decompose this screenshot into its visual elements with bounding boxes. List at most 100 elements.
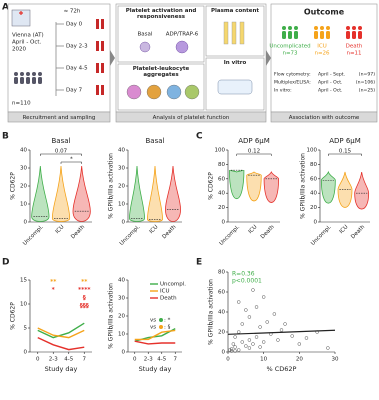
label: Outcome [304, 8, 345, 17]
patient-icon [38, 72, 42, 76]
y-tick-label: 60 [218, 176, 225, 182]
x-tick-label: 0 [36, 357, 40, 363]
scatter-point [251, 288, 255, 292]
person-icon [358, 31, 362, 39]
y-tick-label: 0 [222, 220, 226, 226]
legend-label: : § [164, 325, 171, 331]
scatter-point [276, 338, 280, 342]
x-tick-label: Death [260, 224, 276, 240]
plot-title: ADP 6µM [238, 137, 270, 145]
y-tick-label: 20 [310, 205, 317, 211]
violin [51, 165, 71, 222]
label: Uncomplicated [269, 44, 310, 50]
label: Association with outcome [289, 115, 360, 121]
x-tick-label: 0 [133, 357, 137, 363]
stat-label: R=0.36 [232, 271, 255, 278]
x-tick-label: ICU [248, 224, 259, 235]
y-axis-label: % GPIIb/IIIa activation [208, 279, 215, 345]
y-tick-label: 30 [118, 166, 125, 172]
violin [320, 170, 336, 204]
label: Day 7 [66, 88, 83, 94]
y-tick-label: 40 [218, 310, 225, 316]
scatter-point [265, 320, 269, 324]
plasma-tube [239, 21, 245, 45]
y-tick-label: 40 [218, 191, 225, 197]
y-tick-label: 10 [118, 332, 125, 338]
y-tick-label: 60 [310, 176, 317, 182]
scatter-point [254, 335, 259, 339]
y-tick-label: 0 [314, 220, 318, 226]
caption-bar [270, 111, 378, 123]
person-icon [346, 26, 350, 30]
series-line [134, 340, 176, 345]
legend-dot [159, 325, 163, 329]
significance-label: 0.07 [55, 149, 68, 155]
patient-icon [32, 72, 36, 76]
y-tick-label: 10 [20, 302, 27, 308]
person-icon [294, 31, 298, 39]
label: n=26 [314, 51, 330, 57]
scatter-point [247, 338, 252, 342]
scatter-point [233, 335, 237, 339]
significance-bracket [236, 153, 272, 156]
significance-label: ** [81, 279, 88, 286]
patient-icon [20, 72, 24, 76]
patient-icon [14, 77, 18, 84]
y-axis-label: % CD62P [208, 172, 215, 200]
patient-icon [20, 77, 24, 84]
y-tick-label: 40 [310, 191, 317, 197]
scatter-point [258, 325, 262, 329]
scatter-point [229, 347, 234, 351]
person-icon [288, 31, 292, 39]
label: Day 4-5 [66, 66, 88, 72]
panel-label: D [2, 258, 9, 268]
label: Plasma content [210, 8, 260, 14]
x-tick-label: ICU [339, 224, 350, 235]
x-tick-label: Uncompl. [310, 224, 333, 247]
label: ICU [317, 44, 327, 50]
significance-label: ** [50, 279, 57, 286]
y-tick-label: 10 [20, 202, 27, 208]
sample-tube [96, 63, 99, 73]
label: (n=106) [356, 80, 375, 86]
series-line [37, 322, 85, 339]
significance-label: * [70, 157, 73, 163]
significance-label: 0.12 [248, 149, 260, 155]
x-tick-label: Death [70, 224, 86, 240]
label: Analysis of platelet function [153, 115, 230, 121]
y-tick-label: 0 [222, 350, 226, 356]
plasma-tube [223, 21, 229, 45]
violin [129, 165, 145, 222]
x-tick-label: Uncompl. [218, 224, 241, 247]
label: 2020 [12, 47, 26, 53]
label: Platelet activation and responsiveness [125, 8, 197, 21]
label: (n=25) [359, 88, 375, 94]
person-icon [288, 26, 292, 30]
label: April - Oct. [318, 80, 342, 86]
y-tick-label: 30 [20, 166, 27, 172]
y-tick-label: 0 [122, 220, 126, 226]
scatter-point [247, 315, 252, 319]
x-tick-label: Uncompl. [22, 224, 45, 247]
scatter-point [304, 336, 309, 340]
significance-label: §§§ [80, 303, 89, 310]
scatter-point [261, 340, 266, 344]
label: Basal [138, 32, 153, 38]
violin [165, 165, 181, 222]
y-tick-label: 0 [122, 350, 126, 356]
scatter-point [290, 334, 294, 338]
person-icon [294, 26, 298, 30]
x-tick-label: ICU [149, 224, 160, 235]
plot-title: ADP 6µM [329, 137, 361, 145]
legend-label: : * [164, 318, 171, 324]
y-axis-label: % GPIIb/IIIa activation [300, 153, 307, 219]
legend-dot [159, 318, 163, 322]
label: ADP/TRAP-6 [166, 32, 199, 38]
violin [263, 170, 280, 203]
patient-icon [32, 77, 36, 84]
plot-title: Basal [52, 137, 71, 145]
scatter-point [283, 322, 287, 326]
x-tick-label: 0 [226, 357, 230, 363]
x-tick-label: 7 [83, 357, 87, 363]
